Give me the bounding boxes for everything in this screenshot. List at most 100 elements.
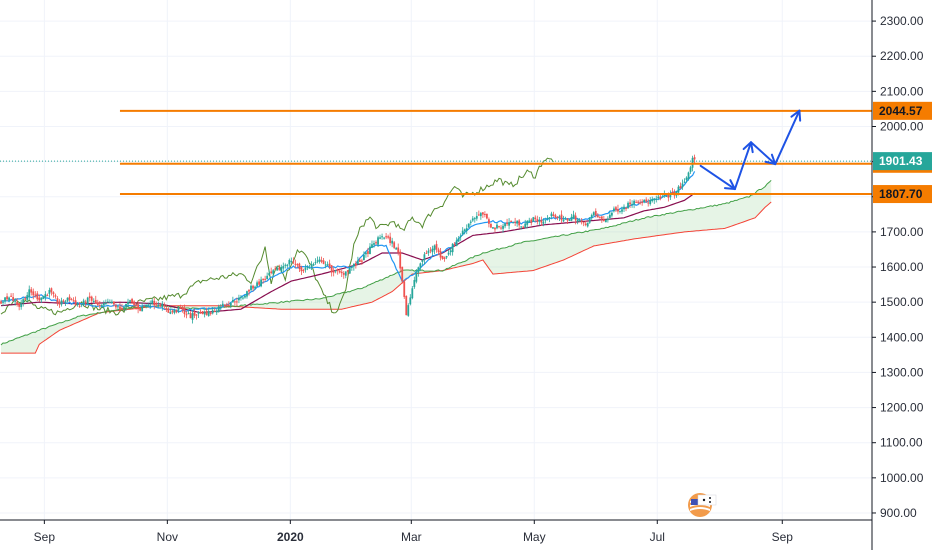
candle-up bbox=[532, 217, 535, 222]
candle-up bbox=[268, 273, 271, 276]
candle-down bbox=[94, 299, 97, 304]
candle-down bbox=[296, 264, 299, 266]
candle-down bbox=[252, 285, 254, 289]
candle-up bbox=[421, 260, 424, 262]
candle-up bbox=[197, 311, 200, 314]
candle-up bbox=[576, 219, 579, 222]
candle-up bbox=[102, 303, 105, 306]
projection-path[interactable] bbox=[699, 109, 802, 191]
candle-down bbox=[193, 311, 196, 316]
level-price-label-box bbox=[873, 101, 932, 120]
candle-up bbox=[479, 213, 482, 217]
candle-up bbox=[82, 300, 85, 305]
candle-up bbox=[229, 303, 232, 306]
candle-up bbox=[550, 213, 553, 217]
candle-up bbox=[207, 311, 210, 317]
projection-segment[interactable] bbox=[750, 141, 777, 166]
candle-down bbox=[68, 296, 71, 300]
candle-up bbox=[187, 312, 190, 314]
candle-down bbox=[582, 222, 585, 224]
candle-down bbox=[536, 219, 539, 222]
candle-up bbox=[689, 167, 692, 172]
candle-down bbox=[429, 249, 432, 251]
candle-down bbox=[679, 186, 682, 189]
candle-down bbox=[54, 295, 57, 297]
logo-tag-dot-icon bbox=[702, 498, 706, 502]
candle-up bbox=[528, 220, 531, 223]
x-tick-label: Mar bbox=[401, 530, 422, 544]
candle-down bbox=[10, 295, 12, 297]
candle-down bbox=[52, 292, 55, 295]
candle-up bbox=[80, 304, 83, 306]
candle-down bbox=[566, 218, 569, 221]
candle-down bbox=[270, 271, 273, 274]
candle-up bbox=[334, 270, 337, 272]
candle-down bbox=[367, 251, 369, 254]
candle-up bbox=[415, 272, 418, 282]
candle-up bbox=[8, 297, 10, 301]
candle-up bbox=[520, 226, 523, 228]
candle-down bbox=[159, 305, 162, 307]
logo-tag-dot-icon bbox=[709, 497, 711, 499]
candle-up bbox=[76, 304, 79, 306]
y-tick-label: 1200.00 bbox=[880, 401, 924, 415]
candle-up bbox=[613, 208, 615, 212]
level-price-label: 1807.70 bbox=[879, 187, 923, 201]
flag-canton-icon bbox=[691, 499, 699, 505]
candle-up bbox=[461, 230, 464, 235]
projection-segment[interactable] bbox=[774, 109, 801, 166]
candle-up bbox=[169, 312, 172, 314]
projection-arrowhead bbox=[729, 179, 736, 191]
candle-down bbox=[58, 301, 61, 305]
candle-up bbox=[665, 195, 668, 197]
candle-down bbox=[223, 304, 226, 306]
candle-down bbox=[540, 219, 543, 223]
candle-up bbox=[129, 300, 131, 302]
candle-down bbox=[139, 307, 142, 311]
candle-up bbox=[546, 217, 549, 219]
candle-down bbox=[294, 263, 297, 265]
candle-up bbox=[173, 309, 176, 313]
candle-up bbox=[588, 218, 591, 223]
candle-up bbox=[215, 310, 218, 313]
candle-up bbox=[60, 300, 63, 305]
candle-down bbox=[56, 298, 59, 303]
candle-down bbox=[90, 296, 93, 301]
projection-segment[interactable] bbox=[733, 141, 753, 191]
candle-up bbox=[344, 271, 347, 276]
candle-up bbox=[496, 224, 498, 229]
candle-up bbox=[100, 304, 103, 306]
candle-down bbox=[225, 304, 228, 306]
candle-up bbox=[608, 214, 611, 218]
projection-arrowhead bbox=[723, 187, 736, 191]
candle-down bbox=[155, 303, 158, 305]
candle-down bbox=[195, 314, 198, 316]
candle-down bbox=[600, 216, 603, 219]
candle-up bbox=[516, 220, 519, 224]
candle-up bbox=[108, 301, 111, 303]
candle-up bbox=[66, 297, 69, 302]
last-price-label-box bbox=[873, 152, 932, 171]
flag-logo[interactable] bbox=[688, 493, 717, 517]
candle-up bbox=[352, 263, 355, 267]
x-tick-label: Jul bbox=[650, 530, 665, 544]
candle-up bbox=[161, 303, 164, 308]
candle-down bbox=[667, 194, 670, 198]
candle-up bbox=[457, 238, 460, 242]
candle-down bbox=[233, 301, 236, 303]
candle-down bbox=[615, 207, 617, 210]
candle-up bbox=[564, 218, 567, 220]
candle-down bbox=[510, 221, 513, 223]
horizontal-levels[interactable] bbox=[0, 109, 872, 196]
candle-up bbox=[282, 266, 285, 269]
projection-segment[interactable] bbox=[699, 164, 736, 191]
candle-down bbox=[574, 215, 577, 221]
candle-down bbox=[183, 307, 186, 314]
candle-down bbox=[18, 303, 21, 307]
level-price-label: 2044.57 bbox=[879, 104, 923, 118]
candle-down bbox=[302, 270, 305, 272]
candle-down bbox=[596, 215, 599, 218]
candle-down bbox=[96, 302, 99, 305]
candle-up bbox=[663, 194, 666, 196]
